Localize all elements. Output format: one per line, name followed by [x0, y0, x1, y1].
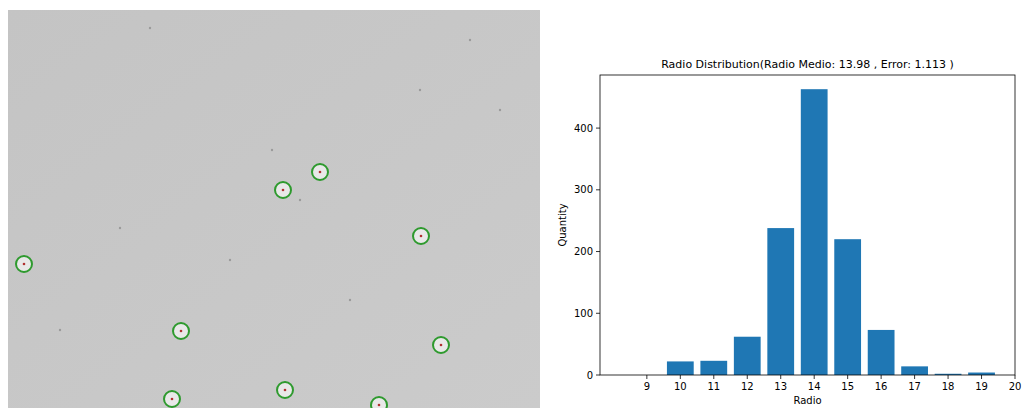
speck	[271, 149, 273, 151]
x-tick	[1015, 375, 1016, 379]
x-tick-label: 9	[644, 381, 650, 392]
bar	[868, 330, 895, 375]
photo	[8, 10, 540, 408]
x-tick-label: 15	[841, 381, 854, 392]
x-tick-label: 14	[808, 381, 821, 392]
speck	[499, 109, 501, 111]
plot-frame	[600, 75, 1015, 375]
y-tick	[596, 251, 600, 252]
detected-droplet	[164, 391, 180, 407]
speck	[229, 259, 231, 261]
x-tick-label: 16	[875, 381, 888, 392]
x-tick	[914, 375, 915, 379]
x-tick-label: 17	[908, 381, 921, 392]
droplet-center	[171, 398, 174, 401]
x-tick-label: 10	[674, 381, 687, 392]
bar	[667, 361, 694, 375]
x-tick-label: 19	[975, 381, 988, 392]
y-axis-title: Quantity	[557, 203, 568, 246]
droplet-center	[378, 404, 381, 407]
speck	[119, 227, 121, 229]
x-tick-label: 12	[741, 381, 754, 392]
detected-droplet	[173, 323, 189, 339]
x-tick	[646, 375, 647, 379]
detected-droplet	[413, 228, 429, 244]
droplet-center	[440, 344, 443, 347]
y-tick-label: 100	[574, 308, 593, 319]
canvas: 0 100 200 300 400 9 10 11 12 13 14 15 16 17 18 19 20 Radi…	[0, 0, 1031, 408]
y-tick	[596, 128, 600, 129]
droplet-center	[23, 263, 26, 266]
bar	[834, 239, 861, 375]
y-tick-label: 200	[574, 246, 593, 257]
bar	[901, 366, 928, 375]
x-tick	[881, 375, 882, 379]
x-tick	[948, 375, 949, 379]
x-tick	[780, 375, 781, 379]
y-tick-label: 0	[587, 370, 593, 381]
x-tick-label: 13	[774, 381, 787, 392]
x-axis-title: Radio	[793, 395, 821, 406]
droplet-center	[420, 235, 423, 238]
detected-droplet	[277, 382, 293, 398]
x-tick-label: 20	[1009, 381, 1022, 392]
chart-title: Radio Distribution(Radio Medio: 13.98 , …	[661, 58, 954, 71]
bars	[667, 89, 995, 375]
speck	[349, 299, 351, 301]
droplet-center	[284, 389, 287, 392]
y-tick-label: 300	[574, 184, 593, 195]
bar	[801, 89, 828, 375]
detected-droplet	[371, 397, 387, 408]
x-tick-label: 11	[707, 381, 720, 392]
speck	[299, 199, 301, 201]
x-tick	[713, 375, 714, 379]
x-tick	[814, 375, 815, 379]
bar	[700, 361, 727, 375]
speck	[469, 39, 471, 41]
bar	[767, 228, 794, 375]
detected-droplet	[16, 256, 32, 272]
speck	[59, 329, 61, 331]
speck	[419, 89, 421, 91]
x-tick	[747, 375, 748, 379]
detected-droplet	[312, 164, 328, 180]
detected-droplet	[275, 182, 291, 198]
x-tick	[981, 375, 982, 379]
droplet-center	[282, 189, 285, 192]
droplet-center	[180, 330, 183, 333]
y-tick	[596, 313, 600, 314]
x-tick	[847, 375, 848, 379]
y-tick-label: 400	[574, 123, 593, 134]
y-tick	[596, 189, 600, 190]
bar	[734, 337, 761, 375]
detected-droplet	[433, 337, 449, 353]
photo-background	[8, 10, 540, 408]
speck	[149, 27, 151, 29]
x-tick-label: 18	[942, 381, 955, 392]
x-tick	[680, 375, 681, 379]
y-tick	[596, 375, 600, 376]
droplet-center	[319, 171, 322, 174]
